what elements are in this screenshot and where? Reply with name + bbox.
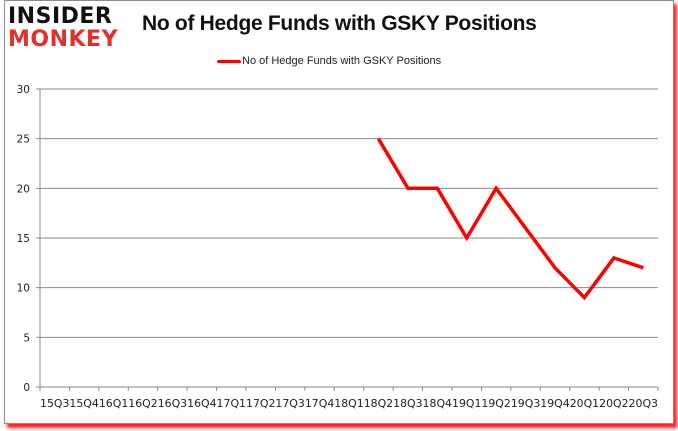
x-tick-label: 15Q3 [40, 398, 69, 410]
x-tick-label: 16Q3 [158, 398, 187, 410]
x-tick-label: 17Q4 [305, 398, 335, 410]
y-tick-label: 25 [17, 134, 30, 146]
chart-legend: No of Hedge Funds with GSKY Positions [217, 55, 441, 67]
x-tick-label: 16Q1 [99, 398, 128, 410]
x-tick-label: 16Q2 [128, 398, 157, 410]
y-tick-label: 0 [23, 382, 30, 394]
x-tick-label: 17Q1 [217, 398, 246, 410]
chart-title: No of Hedge Funds with GSKY Positions [142, 12, 537, 35]
y-tick-label: 20 [17, 183, 30, 195]
x-tick-label: 18Q4 [423, 398, 453, 410]
x-tick-label: 18Q3 [393, 398, 422, 410]
series-line [376, 137, 644, 301]
y-tick-label: 5 [23, 332, 30, 344]
x-tick-label: 20Q1 [570, 398, 599, 410]
x-tick-label: 20Q3 [629, 398, 658, 410]
x-tick-label: 17Q3 [275, 398, 304, 410]
x-tick-label: 18Q1 [334, 398, 363, 410]
x-tick-label: 17Q2 [246, 398, 275, 410]
y-tick-label: 15 [17, 233, 30, 245]
x-tick-label: 15Q4 [69, 398, 99, 410]
logo-line-2: MONKEY [8, 27, 119, 52]
y-tick-label: 30 [17, 84, 30, 96]
x-tick-label: 19Q3 [511, 398, 540, 410]
x-tick-label: 18Q2 [364, 398, 393, 410]
x-tick-label: 19Q2 [481, 398, 510, 410]
y-tick-label: 10 [17, 283, 30, 295]
legend-label: No of Hedge Funds with GSKY Positions [242, 55, 442, 67]
logo-line-1: INSIDER [8, 4, 113, 29]
x-tick-label: 19Q1 [452, 398, 481, 410]
insider-monkey-logo: INSIDER MONKEY [8, 6, 126, 52]
legend-line-swatch-icon [217, 59, 241, 63]
chart-frame [4, 0, 674, 424]
x-tick-label: 20Q2 [599, 398, 628, 410]
x-tick-label: 16Q4 [187, 398, 217, 410]
x-tick-label: 19Q4 [540, 398, 570, 410]
